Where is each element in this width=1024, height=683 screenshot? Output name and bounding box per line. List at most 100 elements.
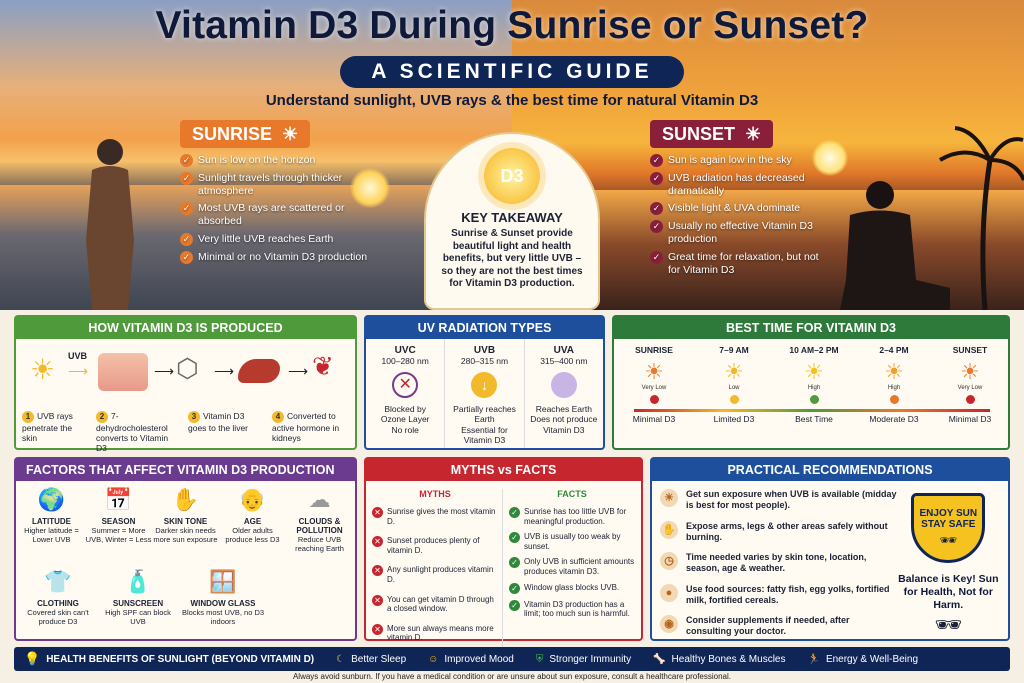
timeline-bar bbox=[634, 409, 990, 412]
benefit-item: 🦴 Healthy Bones & Muscles bbox=[653, 654, 785, 665]
calendar-icon: 📅 bbox=[104, 487, 133, 512]
food-icon: ● bbox=[660, 583, 678, 602]
uva-column: UVA 315–400 nm Reaches Earth Does not pr… bbox=[525, 339, 603, 448]
rec-text: Time needed varies by skin tone, locatio… bbox=[686, 552, 867, 574]
sun-icon: ☀ bbox=[660, 489, 678, 507]
x-icon: ✕ bbox=[372, 507, 383, 518]
check-icon: ✓ bbox=[180, 154, 193, 167]
uvb-level: High bbox=[887, 385, 901, 391]
list-item: ✓ Visible light & UVA dominate bbox=[650, 202, 830, 216]
takeaway-text: Sunrise & Sunset provide beautiful light… bbox=[441, 228, 583, 289]
x-icon: ✕ bbox=[372, 594, 383, 606]
factor-title: CLOTHING bbox=[37, 599, 79, 608]
factor-desc: Summer = More UVB, Winter = Less bbox=[85, 526, 152, 544]
step-4: 4 Converted to active hormone in kidneys bbox=[272, 411, 354, 443]
rec-item: ✋ Expose arms, legs & other areas safely … bbox=[660, 520, 897, 544]
step-number: 2 bbox=[96, 411, 108, 423]
x-icon: ✕ bbox=[372, 536, 383, 548]
factor-title: LATITUDE bbox=[32, 517, 71, 526]
skin-icon bbox=[98, 353, 148, 391]
moon-icon: ☾ bbox=[336, 653, 346, 665]
list-item: ✓ Sunlight travels through thicker atmosp… bbox=[180, 171, 370, 198]
arm-icon: ✋ bbox=[660, 520, 678, 539]
list-item: ✓ Minimal or no Vitamin D3 production bbox=[180, 250, 370, 264]
myths-column: MYTHS ✕ Sunrise gives the most vitamin D.… bbox=[372, 489, 503, 653]
clock-icon: ◷ bbox=[660, 552, 678, 570]
uv-name: UVC bbox=[394, 345, 416, 356]
sunset-tag: SUNSET ☀ bbox=[650, 120, 774, 148]
hand-icon: ✋ bbox=[171, 487, 200, 512]
key-takeaway-card: D3 KEY TAKEAWAY Sunrise & Sunset provide… bbox=[424, 132, 600, 310]
d3-sun-icon: D3 bbox=[484, 148, 540, 204]
sunset-sun bbox=[812, 140, 848, 176]
benefits-heading: 💡 HEALTH BENEFITS OF SUNLIGHT (BEYOND VIT… bbox=[14, 651, 314, 667]
step-number: 4 bbox=[272, 411, 284, 423]
time-label: SUNRISE bbox=[635, 345, 673, 355]
check-icon: ✓ bbox=[650, 220, 663, 234]
check-icon: ✓ bbox=[180, 171, 193, 185]
factor-skin-tone: ✋ SKIN TONE Darker skin needs more sun exp… bbox=[152, 487, 219, 569]
shield-check-icon: ⛨ bbox=[535, 653, 544, 665]
arrow-icon: ⟶ bbox=[68, 363, 89, 379]
factor-clouds: ☁ CLOUDS & POLLUTION Reduce UVB reaching E… bbox=[286, 487, 353, 569]
check-icon: ✓ bbox=[180, 232, 193, 246]
page-title: Vitamin D3 During Sunrise or Sunset? bbox=[155, 4, 869, 47]
benefit-text: Healthy Bones & Muscles bbox=[671, 653, 786, 665]
step-number: 1 bbox=[22, 411, 34, 423]
uvc-column: UVC 100–280 nm ✕ Blocked by Ozone Layer … bbox=[366, 339, 444, 448]
elder-icon: 👴 bbox=[238, 487, 267, 512]
sun-icon: ☀ bbox=[724, 359, 744, 384]
step-3: 3 Vitamin D3 goes to the liver bbox=[188, 411, 258, 433]
energy-person-icon: 🏃 bbox=[807, 653, 820, 665]
woman-silhouette bbox=[86, 139, 134, 310]
uv-desc: Does not produce bbox=[530, 414, 598, 425]
rec-text: Use food sources: fatty fish, egg yolks,… bbox=[686, 583, 890, 605]
sunrise-panel: SUNRISE ☀ ✓ Sun is low on the horizon ✓ Sun… bbox=[180, 120, 370, 290]
fact-text: Only UVB in sufficient amounts produces … bbox=[524, 557, 635, 576]
myth-item: ✕ Any sunlight produces vitamin D. bbox=[372, 565, 498, 584]
uvb-level: Very Low bbox=[957, 385, 983, 391]
factor-title: CLOUDS & POLLUTION bbox=[296, 517, 343, 535]
time-7-9am: 7–9 AM ☀ Low Limited D3 bbox=[694, 345, 774, 424]
shield-line-2: STAY SAFE bbox=[921, 519, 976, 530]
time-sunrise: SUNRISE ☀ Very Low Minimal D3 bbox=[614, 345, 694, 424]
list-item: ✓ Sun is low on the horizon bbox=[180, 154, 370, 167]
sunrise-points: ✓ Sun is low on the horizon ✓ Sunlight tra… bbox=[180, 154, 370, 264]
factors-card: FACTORS THAT AFFECT VITAMIN D3 PRODUCTIO… bbox=[14, 457, 357, 641]
list-item: ✓ Sun is again low in the sky bbox=[650, 154, 830, 167]
production-title: HOW VITAMIN D3 IS PRODUCED bbox=[16, 317, 355, 339]
time-10am-2pm: 10 AM–2 PM ☀ High Best Time bbox=[774, 345, 854, 424]
time-sunset: SUNSET ☀ Very Low Minimal D3 bbox=[930, 345, 1010, 424]
recommendations-list: ☀ Get sun exposure when UVB is available … bbox=[660, 489, 897, 647]
myth-text: More sun always means more vitamin D. bbox=[387, 623, 494, 643]
uv-range: 100–280 nm bbox=[381, 356, 429, 366]
check-icon: ✓ bbox=[509, 532, 520, 544]
sun-icon: ☀ bbox=[644, 359, 664, 384]
check-icon: ✓ bbox=[509, 599, 520, 611]
point-text: Sunlight travels through thicker atmosph… bbox=[198, 171, 343, 197]
uv-desc: Vitamin D3 bbox=[543, 424, 585, 435]
step-2: 2 7-dehydrocholesterol converts to Vitami… bbox=[96, 411, 178, 454]
fact-text: UVB is usually too weak by sunset. bbox=[524, 532, 621, 551]
window-icon: 🪟 bbox=[209, 569, 237, 594]
fact-item: ✓ UVB is usually too weak by sunset. bbox=[509, 532, 635, 551]
uv-desc: Ozone Layer bbox=[380, 414, 430, 425]
uvb-level: Very Low bbox=[641, 385, 667, 391]
uva-circle-icon bbox=[550, 372, 577, 399]
sun-icon: ☀ bbox=[960, 359, 980, 384]
timeline-dot bbox=[889, 395, 899, 404]
factor-title: WINDOW GLASS bbox=[190, 599, 256, 608]
step-number: 3 bbox=[188, 411, 200, 423]
recommendations-title: PRACTICAL RECOMMENDATIONS bbox=[652, 459, 1008, 481]
myth-text: Sunset produces plenty of vitamin D. bbox=[387, 536, 480, 555]
myth-item: ✕ Sunrise gives the most vitamin D. bbox=[372, 507, 498, 526]
point-text: Great time for relaxation, but not for V… bbox=[668, 250, 819, 276]
factor-desc: Covered skin can't produce D3 bbox=[27, 608, 89, 626]
uvb-column: UVB 280–315 nm ↓ Partially reaches Earth… bbox=[444, 339, 525, 448]
uv-desc: Blocked by bbox=[384, 404, 426, 415]
list-item: ✓ Great time for relaxation, but not for … bbox=[650, 250, 830, 277]
benefit-item: ☺ Improved Mood bbox=[428, 654, 514, 665]
factor-title: SEASON bbox=[101, 517, 136, 526]
factor-sunscreen: 🧴 SUNSCREEN High SPF can block UVB bbox=[98, 569, 178, 643]
rec-text: Consider supplements if needed, after co… bbox=[686, 615, 850, 637]
